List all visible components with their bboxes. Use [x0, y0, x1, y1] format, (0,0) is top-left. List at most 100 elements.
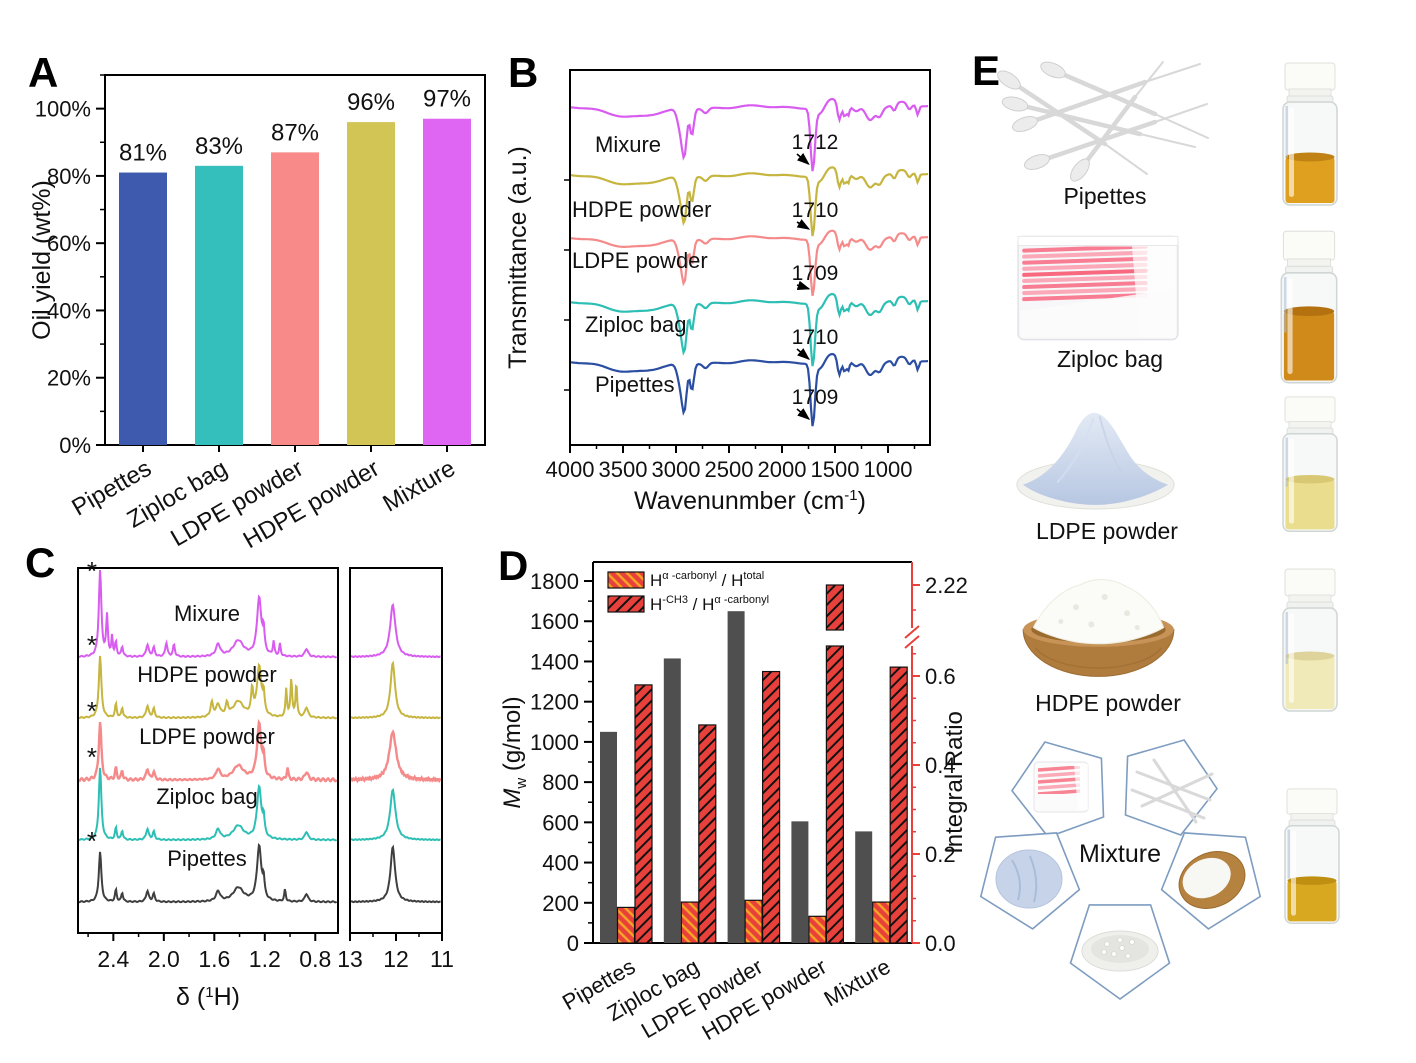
oil-vial-hdpe — [1282, 568, 1338, 712]
svg-text:2000: 2000 — [758, 457, 807, 482]
oil-vial-ziploc — [1280, 230, 1338, 384]
bar-Mixture — [423, 118, 471, 446]
red-straws — [1022, 246, 1148, 302]
nmr-trace-Pipettes — [79, 842, 337, 904]
svg-text:H-CH3 / Hα -carbonyl: H-CH3 / Hα -carbonyl — [650, 594, 769, 614]
svg-text:2500: 2500 — [705, 457, 754, 482]
ratio1-bar-Ziploc bag — [680, 901, 699, 944]
svg-text:*: * — [87, 696, 97, 726]
svg-text:4000: 4000 — [546, 457, 595, 482]
ratio2-bar-Ziploc bag — [698, 724, 717, 944]
svg-text:3500: 3500 — [599, 457, 648, 482]
svg-text:Ziploc bag: Ziploc bag — [156, 784, 258, 809]
svg-text:LDPE powder: LDPE powder — [572, 248, 708, 273]
ratio1-bar-Mixture — [872, 901, 891, 944]
ftir-trace-Ziploc bag — [571, 292, 929, 367]
svg-text:2.4: 2.4 — [97, 946, 129, 972]
svg-text:1000: 1000 — [530, 730, 579, 755]
svg-text:83%: 83% — [195, 133, 243, 160]
pipette-stems — [1006, 61, 1209, 175]
svg-text:0.4: 0.4 — [925, 753, 956, 778]
nmr-trace-LDPE powder — [79, 718, 337, 783]
vial-cap — [1284, 62, 1336, 91]
svg-text:11: 11 — [430, 946, 454, 972]
svg-text:13: 13 — [337, 946, 363, 972]
mw-bar-Mixture — [855, 831, 873, 943]
svg-text:Integral Ratio: Integral Ratio — [941, 711, 968, 854]
svg-text:1709: 1709 — [792, 386, 839, 409]
svg-text:Hα -carbonyl / Htotal: Hα -carbonyl / Htotal — [650, 570, 764, 590]
white-powder-mound — [1032, 579, 1165, 645]
svg-text:*: * — [87, 556, 97, 586]
svg-text:1709: 1709 — [792, 262, 839, 285]
ratio2-bar-LDPE powder — [762, 670, 781, 944]
oil-vial-pipettes — [1282, 62, 1338, 206]
oil-liquid — [1287, 880, 1337, 922]
svg-text:Mixure: Mixure — [595, 132, 661, 157]
svg-text:20%: 20% — [47, 366, 91, 391]
ftir-trace-HDPE powder — [571, 166, 929, 237]
ldpe-powder-photo — [1016, 412, 1175, 510]
svg-text:1600: 1600 — [530, 609, 579, 634]
svg-text:1800: 1800 — [530, 569, 579, 594]
svg-text:*: * — [87, 742, 97, 772]
ziploc-bag-photo — [1017, 235, 1179, 341]
svg-text:1400: 1400 — [530, 649, 579, 674]
panel-b-ftir-spectra-chart: 4000 3500 3000 2500 2000 1500 1000 Transmittanc… — [504, 69, 931, 515]
svg-text:0.6: 0.6 — [925, 664, 956, 689]
svg-text:1710: 1710 — [792, 326, 839, 349]
svg-text:1500: 1500 — [811, 457, 860, 482]
bar-Ziploc bag — [195, 165, 243, 445]
panel-d-mw-integral-ratio-chart: 0 200 400 600 800 1000 1200 1400 1600 1800 0.0 0.2 0… — [499, 561, 968, 1045]
nmr-trace-HDPE powder — [79, 655, 337, 720]
ziploc-caption: Ziploc bag — [1056, 346, 1164, 372]
bar-Pipettes — [119, 172, 167, 445]
svg-text:100%: 100% — [35, 97, 91, 122]
panel-e-letter: E — [972, 47, 1001, 94]
oil-vial-ldpe — [1282, 396, 1338, 532]
panel-b-letter: B — [508, 49, 539, 96]
pipettes-caption: Pipettes — [1063, 183, 1147, 209]
hdpe-caption: HDPE powder — [1035, 690, 1181, 716]
svg-text:Wavenunmber (cm-1): Wavenunmber (cm-1) — [634, 487, 866, 515]
bar-HDPE powder — [347, 122, 395, 445]
svg-text:Mixture: Mixture — [820, 954, 895, 1012]
svg-text:200: 200 — [542, 891, 579, 916]
pipette-bulbs — [997, 61, 1090, 182]
svg-text:*: * — [87, 630, 97, 660]
ftir-trace-Mixure — [571, 97, 929, 172]
svg-text:Ziploc bag: Ziploc bag — [585, 312, 687, 337]
mini-ldpe-powder — [995, 849, 1063, 909]
svg-text:1710: 1710 — [792, 199, 839, 222]
svg-text:800: 800 — [542, 770, 579, 795]
bowl-grain — [1034, 647, 1163, 669]
svg-text:60%: 60% — [47, 231, 91, 256]
svg-text:1000: 1000 — [864, 457, 913, 482]
svg-text:Mixture: Mixture — [378, 455, 460, 518]
svg-text:600: 600 — [542, 810, 579, 835]
nmr-trace-Ziploc bag — [79, 767, 337, 842]
svg-text:Transmittance (a.u.): Transmittance (a.u.) — [504, 146, 532, 369]
svg-text:97%: 97% — [423, 86, 471, 113]
svg-text:0: 0 — [567, 931, 579, 956]
powder-texture — [1058, 593, 1140, 631]
svg-text:δ (1H): δ (1H) — [176, 983, 240, 1011]
svg-text:Mw (g/mol): Mw (g/mol) — [499, 696, 530, 808]
mw-bar-Pipettes — [600, 731, 617, 943]
svg-text:81%: 81% — [119, 140, 167, 167]
oil-vial-mixture — [1284, 788, 1340, 924]
panel-d-letter: D — [498, 542, 529, 589]
svg-text:HDPE powder: HDPE powder — [572, 197, 711, 222]
ratio2-bar-Pipettes — [634, 684, 653, 944]
oil-liquid — [1285, 157, 1335, 203]
bar-LDPE powder — [271, 152, 319, 445]
svg-text:96%: 96% — [347, 89, 395, 116]
svg-text:0.2: 0.2 — [925, 842, 956, 867]
svg-text:Oil yield (wt%): Oil yield (wt%) — [28, 180, 56, 340]
blue-powder-mound — [1022, 412, 1169, 505]
mini-plastic-plate — [1081, 930, 1159, 972]
powder-ridge — [1098, 415, 1127, 480]
svg-text:0.8: 0.8 — [299, 946, 331, 972]
svg-text:Pipettes: Pipettes — [167, 846, 247, 871]
